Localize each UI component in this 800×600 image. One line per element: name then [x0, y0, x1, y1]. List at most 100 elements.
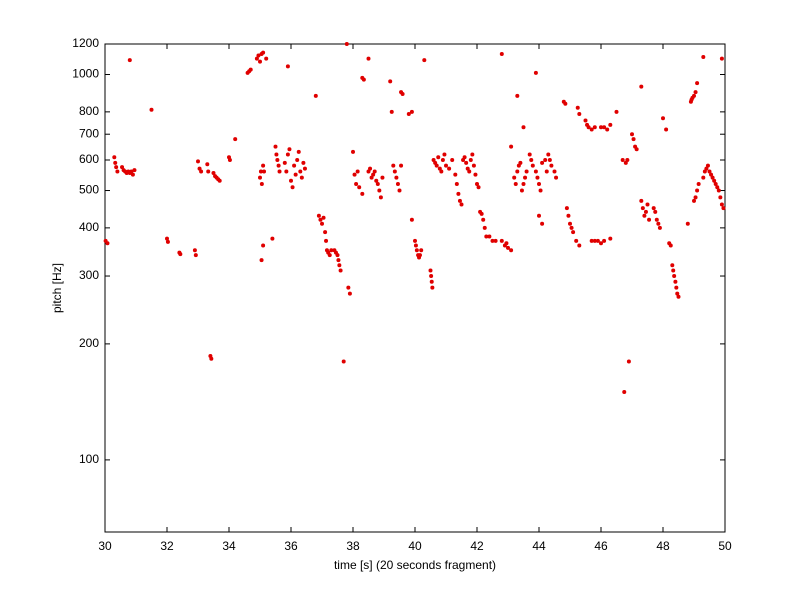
data-point [205, 162, 210, 167]
data-point [361, 77, 366, 82]
data-point [689, 97, 694, 102]
data-point [524, 169, 529, 174]
data-point [692, 198, 696, 203]
data-point [355, 169, 360, 174]
data-point [409, 109, 414, 114]
data-point [258, 59, 262, 64]
data-point [193, 253, 198, 258]
data-point [639, 198, 644, 203]
data-point [719, 202, 724, 207]
data-point [475, 181, 479, 186]
data-point [506, 245, 510, 250]
data-point [468, 158, 473, 163]
data-point [583, 118, 588, 123]
data-point [366, 169, 371, 174]
data-point [392, 169, 397, 174]
data-point [371, 172, 376, 177]
data-point [493, 238, 498, 243]
data-point [608, 236, 613, 241]
data-point [436, 155, 441, 160]
data-point [537, 181, 541, 186]
data-point [454, 181, 459, 186]
data-point [289, 178, 293, 183]
data-point [360, 191, 365, 196]
data-point [389, 109, 394, 114]
data-point [192, 248, 197, 253]
data-point [647, 217, 652, 222]
data-point [482, 225, 487, 230]
data-point [419, 248, 424, 253]
data-point [450, 158, 455, 163]
data-point [577, 111, 582, 116]
data-point [323, 230, 328, 235]
data-point [211, 171, 216, 176]
data-point [417, 253, 422, 258]
data-point [563, 101, 568, 106]
data-point [114, 165, 119, 170]
data-point [457, 198, 462, 203]
data-point [554, 175, 559, 180]
x-tick-label: 50 [718, 539, 732, 553]
data-point [645, 202, 650, 207]
data-point [586, 125, 591, 130]
data-point [651, 206, 656, 211]
y-tick-label: 1200 [72, 36, 99, 50]
data-point [130, 172, 135, 177]
data-point [354, 181, 359, 186]
data-point [521, 181, 526, 186]
data-point [336, 258, 341, 263]
data-point [428, 268, 433, 273]
data-point [295, 158, 300, 163]
data-point [540, 160, 545, 165]
data-point [413, 238, 417, 243]
data-point [196, 159, 200, 164]
data-point [178, 252, 183, 257]
data-point [301, 160, 306, 165]
data-point [321, 215, 326, 220]
data-point [693, 90, 698, 95]
data-point [259, 181, 264, 186]
data-point [197, 166, 202, 171]
data-point [479, 211, 484, 216]
data-point [447, 166, 452, 171]
data-point [716, 188, 721, 193]
data-point [602, 238, 607, 243]
data-point [484, 234, 489, 239]
data-point [227, 158, 232, 163]
data-point [640, 206, 645, 211]
data-point [712, 178, 717, 183]
data-point [413, 243, 418, 248]
data-point [377, 188, 382, 193]
data-point [149, 107, 154, 112]
data-point [261, 243, 266, 248]
data-point [481, 217, 486, 222]
data-point [327, 253, 332, 258]
y-tick-label: 300 [79, 268, 99, 282]
data-point [105, 241, 110, 246]
data-point [462, 155, 467, 160]
data-point [318, 217, 323, 222]
data-point [537, 213, 541, 218]
data-point [395, 181, 400, 186]
data-point [671, 268, 676, 273]
data-point [324, 238, 329, 243]
y-tick-label: 400 [79, 220, 99, 234]
data-point [470, 152, 475, 157]
x-tick-label: 30 [98, 539, 112, 553]
data-point [509, 144, 514, 149]
data-point [499, 238, 504, 243]
data-point [258, 169, 263, 174]
data-point [165, 236, 169, 241]
data-point [509, 248, 514, 253]
data-point [352, 172, 357, 177]
data-point [625, 158, 630, 163]
data-point [521, 125, 526, 130]
x-tick-label: 38 [346, 539, 360, 553]
data-point [374, 178, 379, 183]
data-point [513, 181, 518, 186]
data-point [287, 147, 292, 152]
data-point [589, 238, 594, 243]
data-point [592, 125, 597, 130]
data-point [397, 188, 402, 193]
data-point [642, 213, 647, 218]
